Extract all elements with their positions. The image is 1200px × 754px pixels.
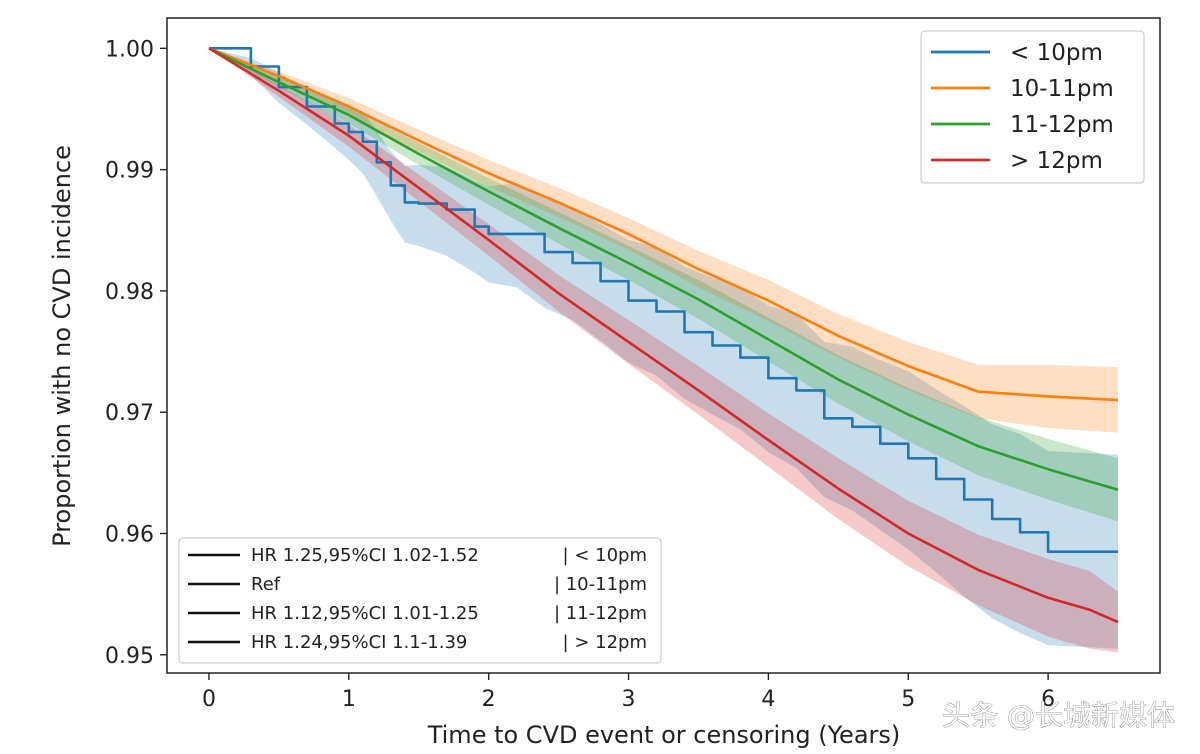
hr-legend-hr-text: HR 1.25,95%CI 1.02-1.52 (251, 545, 479, 566)
series-lines (208, 47, 1119, 624)
y-tick-label: 0.96 (105, 523, 154, 548)
series-4-line (208, 47, 1119, 624)
x-tick-label: 1 (342, 687, 356, 712)
x-axis-ticks: 0 1 2 3 4 5 6 (202, 673, 1055, 712)
plot-frame (166, 17, 1161, 674)
legend-label: 11-12pm (1010, 112, 1114, 138)
y-tick-label: 0.98 (105, 280, 154, 305)
legend-label: < 10pm (1010, 40, 1103, 66)
hr-legend-group-text: | < 10pm (563, 545, 647, 566)
x-tick-label: 6 (1041, 687, 1055, 712)
x-axis-label: Time to CVD event or censoring (Years) (427, 721, 901, 749)
hr-legend-hr-text: Ref (251, 574, 281, 595)
y-tick-label: 0.97 (105, 401, 154, 426)
series-3-ci-band (209, 48, 1118, 522)
y-tick-label: 0.99 (105, 159, 154, 184)
legend-label: 10-11pm (1010, 76, 1114, 102)
series-legend: < 10pm 10-11pm 11-12pm > 12pm (920, 30, 1145, 184)
hr-legend-group-text: | > 12pm (563, 632, 647, 653)
y-tick-label: 1.00 (105, 37, 154, 62)
hr-legend-hr-text: HR 1.12,95%CI 1.01-1.25 (251, 603, 479, 624)
x-tick-label: 0 (202, 687, 216, 712)
x-tick-label: 2 (482, 687, 496, 712)
y-axis-ticks: 0.95 0.96 0.97 0.98 0.99 1.00 (105, 37, 167, 669)
hr-legend-hr-text: HR 1.24,95%CI 1.1-1.39 (251, 632, 467, 653)
watermark-text: 头条 @长城新媒体 (942, 699, 1175, 732)
series-1-line (209, 47, 1118, 553)
x-tick-label: 3 (622, 687, 636, 712)
hr-legend-box (178, 537, 662, 664)
series-legend-box (920, 30, 1145, 184)
hr-legend-group-text: | 11-12pm (554, 603, 647, 624)
x-tick-label: 5 (901, 687, 915, 712)
series-1-ci-band (209, 48, 1118, 649)
series-2-line (208, 47, 1119, 402)
series-3-line (208, 47, 1119, 492)
series-2-ci-band (209, 48, 1118, 433)
x-tick-label: 4 (761, 687, 775, 712)
hr-legend: HR 1.25,95%CI 1.02-1.52 | < 10pm Ref | 10-1… (178, 537, 662, 664)
hr-legend-group-text: | 10-11pm (554, 574, 647, 595)
legend-label: > 12pm (1010, 148, 1103, 174)
y-tick-label: 0.95 (105, 644, 154, 669)
y-axis-label: Proportion with no CVD incidence (48, 145, 76, 547)
